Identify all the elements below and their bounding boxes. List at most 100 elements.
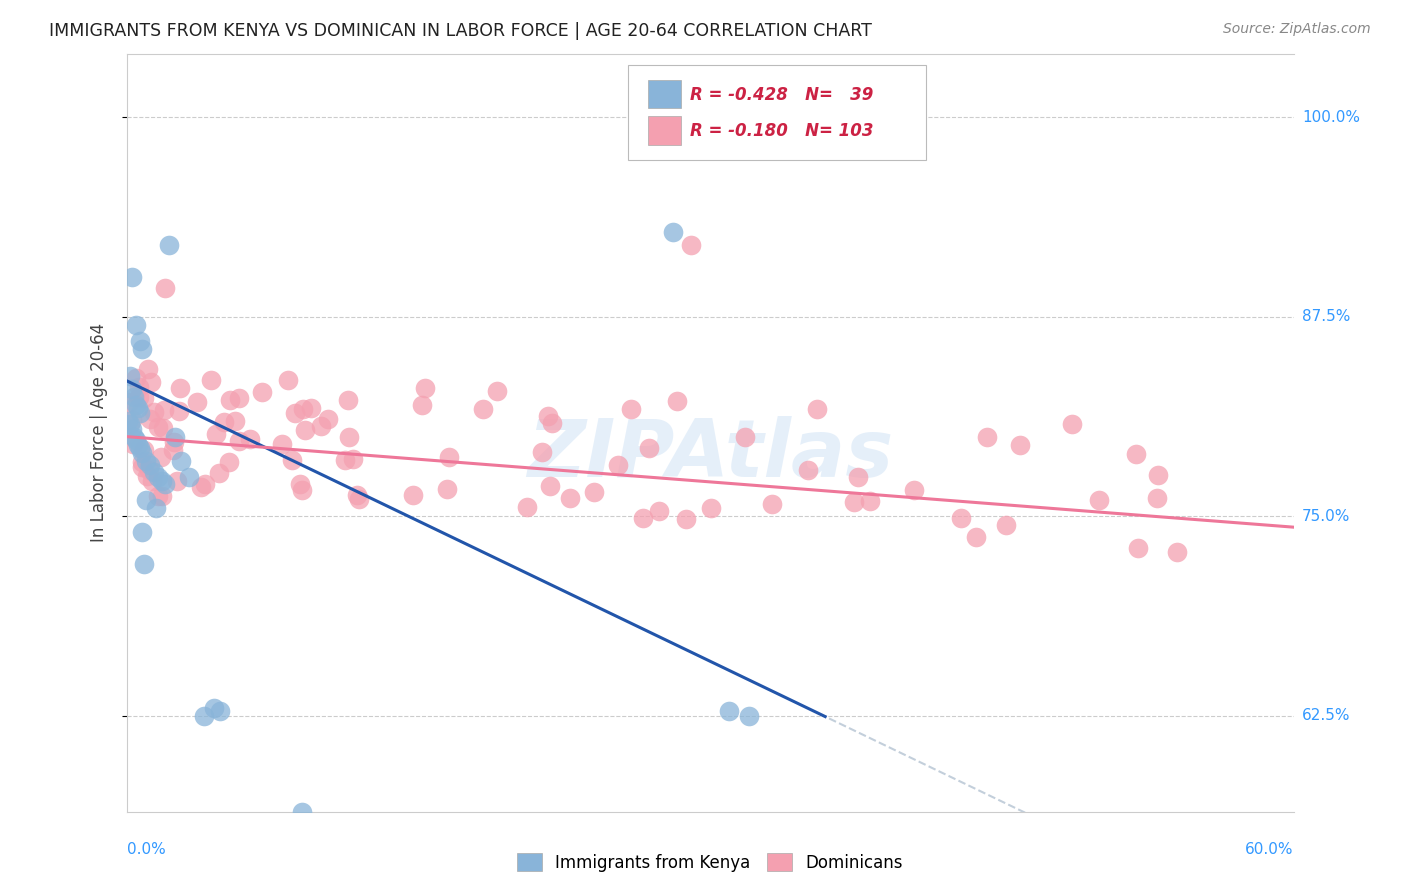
Point — [200, 373, 222, 387]
Point — [903, 483, 925, 497]
Point — [1088, 493, 1111, 508]
Point — [121, 382, 143, 396]
Point — [135, 493, 157, 508]
Point — [516, 500, 538, 514]
Point — [120, 417, 142, 431]
Point — [413, 380, 436, 394]
Point — [846, 469, 869, 483]
Y-axis label: In Labor Force | Age 20-64: In Labor Force | Age 20-64 — [90, 323, 108, 542]
Point — [541, 416, 564, 430]
Point — [619, 402, 641, 417]
Point — [560, 491, 582, 505]
Point — [277, 373, 299, 387]
Point — [129, 334, 152, 348]
Point — [117, 414, 139, 428]
Point — [138, 412, 160, 426]
Point — [291, 483, 314, 497]
Point — [675, 512, 697, 526]
Point — [700, 500, 723, 515]
Point — [120, 368, 142, 383]
Point — [346, 488, 368, 502]
Point — [228, 434, 250, 448]
Point — [205, 427, 228, 442]
Point — [125, 398, 148, 412]
Point — [193, 709, 215, 723]
Point — [734, 429, 756, 443]
Point — [121, 413, 143, 427]
Point — [638, 441, 661, 455]
Point — [128, 380, 150, 394]
Point — [194, 476, 217, 491]
Point — [284, 406, 307, 420]
Point — [170, 453, 193, 467]
Point — [121, 422, 143, 436]
Point — [337, 430, 360, 444]
Point — [337, 392, 360, 407]
Point — [132, 391, 155, 405]
Point — [291, 402, 314, 417]
Point — [208, 704, 231, 718]
Point — [647, 504, 669, 518]
Point — [157, 238, 180, 252]
Point — [139, 458, 162, 473]
Point — [662, 225, 685, 239]
Point — [142, 405, 165, 419]
Point — [1166, 544, 1188, 558]
Point — [228, 391, 250, 405]
Point — [127, 437, 149, 451]
Point — [436, 482, 458, 496]
FancyBboxPatch shape — [648, 79, 681, 109]
Text: Source: ZipAtlas.com: Source: ZipAtlas.com — [1223, 22, 1371, 37]
Point — [131, 342, 153, 356]
Text: 0.0%: 0.0% — [127, 842, 166, 857]
Point — [1146, 467, 1168, 482]
Point — [842, 495, 865, 509]
Point — [169, 381, 191, 395]
Point — [152, 421, 174, 435]
Point — [965, 530, 987, 544]
Point — [166, 475, 188, 489]
Point — [129, 441, 152, 455]
Point — [124, 429, 146, 443]
Point — [218, 455, 240, 469]
Point — [125, 318, 148, 332]
Point — [129, 406, 152, 420]
Text: R = -0.180   N= 103: R = -0.180 N= 103 — [690, 122, 873, 140]
Point — [411, 398, 433, 412]
Point — [136, 362, 159, 376]
Text: R = -0.428   N=   39: R = -0.428 N= 39 — [690, 86, 873, 103]
Point — [131, 455, 153, 469]
Point — [124, 390, 146, 404]
Point — [299, 401, 322, 415]
Legend: Immigrants from Kenya, Dominicans: Immigrants from Kenya, Dominicans — [517, 854, 903, 871]
Point — [607, 458, 630, 473]
Text: ZIPAtlas: ZIPAtlas — [527, 417, 893, 494]
Point — [218, 392, 240, 407]
Point — [202, 701, 225, 715]
FancyBboxPatch shape — [648, 116, 681, 145]
Point — [150, 450, 173, 465]
Point — [679, 238, 702, 252]
Point — [718, 704, 741, 718]
Point — [239, 432, 262, 446]
Point — [135, 453, 157, 467]
Point — [294, 423, 316, 437]
Point — [186, 394, 208, 409]
Point — [146, 469, 169, 483]
Point — [141, 474, 163, 488]
Point — [738, 709, 761, 723]
Point — [155, 281, 177, 295]
Point — [142, 465, 165, 479]
Point — [125, 433, 148, 447]
Point — [118, 394, 141, 409]
Point — [631, 511, 654, 525]
Point — [761, 497, 783, 511]
Point — [531, 445, 554, 459]
Point — [949, 511, 972, 525]
Point — [318, 412, 340, 426]
Point — [141, 375, 163, 389]
Point — [153, 403, 176, 417]
Point — [333, 453, 356, 467]
Point — [125, 371, 148, 385]
Point — [190, 480, 212, 494]
